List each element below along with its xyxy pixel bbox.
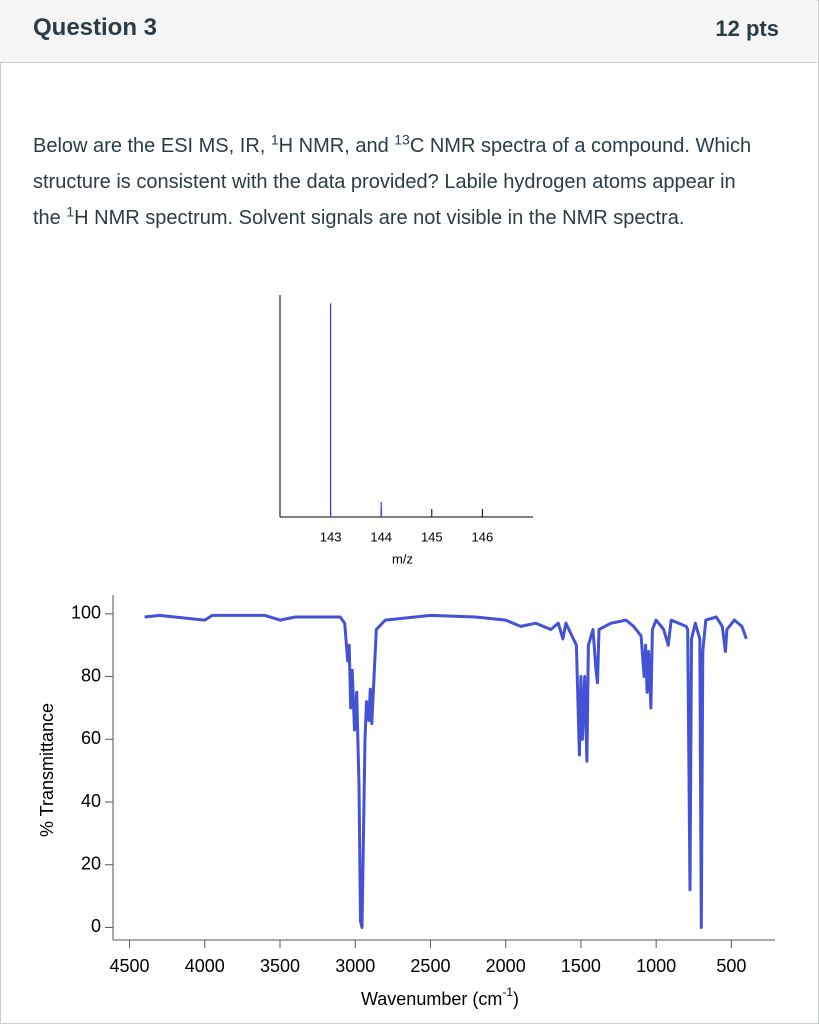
x-axis-label: Wavenumber (cm-1) [361,985,519,1009]
text: C NMR spectra of a compound. Which struc… [33,135,752,229]
x-tick-label: 1000 [636,956,676,976]
y-axis-label: % Transmittance [37,703,57,837]
y-tick-label: 0 [91,916,101,936]
x-tick-label: 2500 [410,956,450,976]
superscript: -1 [502,985,513,999]
superscript: 1 [270,131,279,148]
x-tick-label: 3500 [260,956,300,976]
x-tick-label: 2000 [486,956,526,976]
text: ) [513,989,519,1009]
x-tick-label: 1500 [561,956,601,976]
question-header: Question 3 12 pts [0,0,817,63]
text: Wavenumber (cm [361,989,502,1009]
x-tick-label: 146 [472,529,494,544]
y-tick-label: 80 [81,665,101,685]
question-text: Below are the ESI MS, IR, 1H NMR, and 13… [33,128,753,236]
text: H NMR spectrum. Solvent signals are not … [74,207,685,229]
x-tick-label: 4000 [185,956,225,976]
spectrum-line [144,613,748,929]
y-tick-label: 20 [81,853,101,873]
superscript: 13 [394,131,410,148]
question-points: 12 pts [715,16,779,41]
superscript: 1 [66,203,75,220]
x-tick-label: 144 [370,529,392,544]
text: H NMR, and [278,135,395,157]
y-tick-label: 40 [81,791,101,811]
x-tick-label: 143 [320,529,342,544]
y-tick-label: 60 [81,728,101,748]
x-axis-label: m/z [392,551,413,566]
text: Below are the ESI MS, IR, [33,135,271,157]
x-tick-label: 500 [716,956,746,976]
x-tick-label: 4500 [110,956,150,976]
x-tick-label: 3000 [335,956,375,976]
question-title: Question 3 [33,14,158,41]
x-tick-label: 145 [421,529,443,544]
y-tick-label: 100 [71,603,101,623]
